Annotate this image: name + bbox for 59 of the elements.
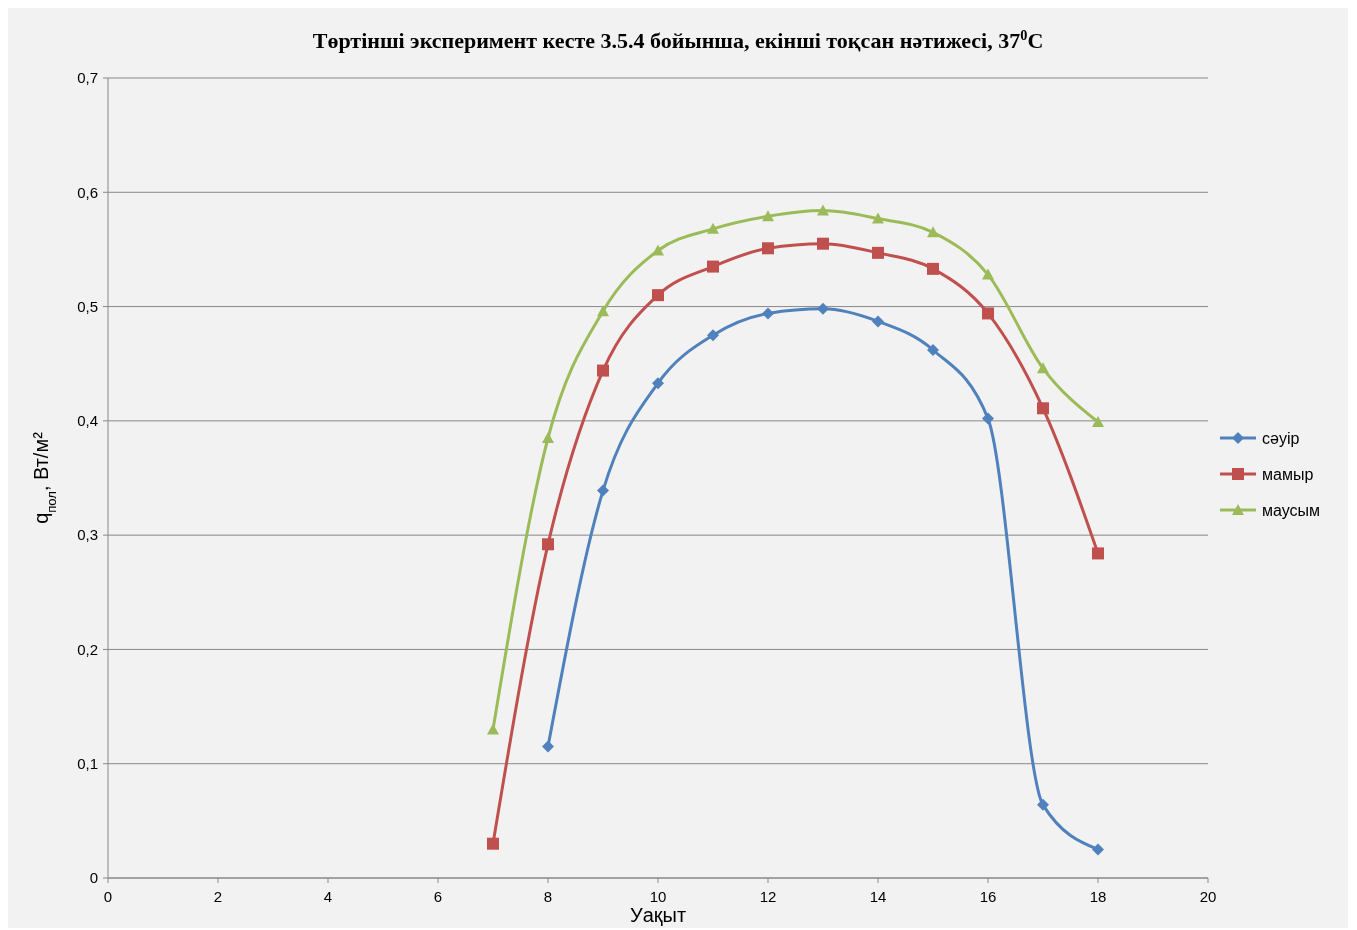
point — [817, 204, 829, 216]
point — [927, 226, 939, 238]
x-tick-label: 4 — [323, 888, 333, 905]
point — [872, 315, 884, 328]
point — [1092, 416, 1104, 427]
point — [597, 484, 609, 497]
point — [817, 302, 829, 315]
point — [982, 412, 994, 425]
point — [762, 242, 774, 255]
point — [1037, 402, 1049, 415]
x-axis-title: Уақыт — [629, 904, 687, 926]
point — [1037, 798, 1049, 811]
point — [1092, 547, 1104, 560]
point — [1092, 843, 1104, 856]
y-tick-label: 0,7 — [77, 69, 98, 87]
x-tick-label: 2 — [213, 888, 223, 905]
chart-title: Төртінші эксперимент кесте 3.5.4 бойынша, екінші тоқсан нәтижесі, 37$^{0}$C — [312, 27, 1044, 53]
point — [652, 377, 664, 390]
point — [542, 740, 554, 753]
point — [707, 222, 719, 234]
point — [652, 244, 664, 256]
point — [542, 538, 554, 551]
point — [542, 432, 554, 443]
y-tick-label: 0,6 — [77, 183, 98, 201]
point — [1037, 362, 1049, 374]
point — [762, 210, 774, 222]
point — [872, 212, 884, 224]
point — [872, 246, 884, 259]
y-tick-label: 0,5 — [77, 297, 98, 315]
legend-label: маусым — [1262, 501, 1321, 519]
point — [707, 329, 719, 342]
point — [652, 289, 664, 302]
x-tick-label: 12 — [759, 888, 777, 905]
x-tick-label: 14 — [869, 888, 887, 905]
point — [817, 237, 829, 250]
point — [927, 262, 939, 275]
x-tick-label: 18 — [1089, 888, 1107, 905]
point — [597, 305, 609, 317]
point — [762, 307, 774, 320]
x-tick-label: 16 — [979, 888, 997, 905]
point — [707, 260, 719, 273]
point — [487, 837, 499, 850]
y-tick-label: 0,1 — [77, 754, 98, 772]
point — [487, 723, 499, 735]
y-tick-label: 0,2 — [77, 640, 98, 658]
point — [982, 268, 994, 280]
x-tick-label: 0 — [103, 888, 113, 905]
x-tick-label: 8 — [543, 888, 553, 905]
point — [597, 364, 609, 377]
y-tick-label: 0,3 — [77, 526, 98, 544]
point — [982, 307, 994, 320]
y-tick-label: 0 — [89, 869, 98, 887]
legend-label: мамыр — [1262, 465, 1314, 483]
y-tick-label: 0,4 — [77, 412, 98, 430]
x-tick-label: 20 — [1199, 888, 1217, 905]
x-tick-label: 10 — [649, 888, 667, 905]
x-tick-label: 6 — [433, 888, 443, 905]
legend-label: сәуір — [1262, 429, 1300, 447]
point — [927, 344, 939, 356]
